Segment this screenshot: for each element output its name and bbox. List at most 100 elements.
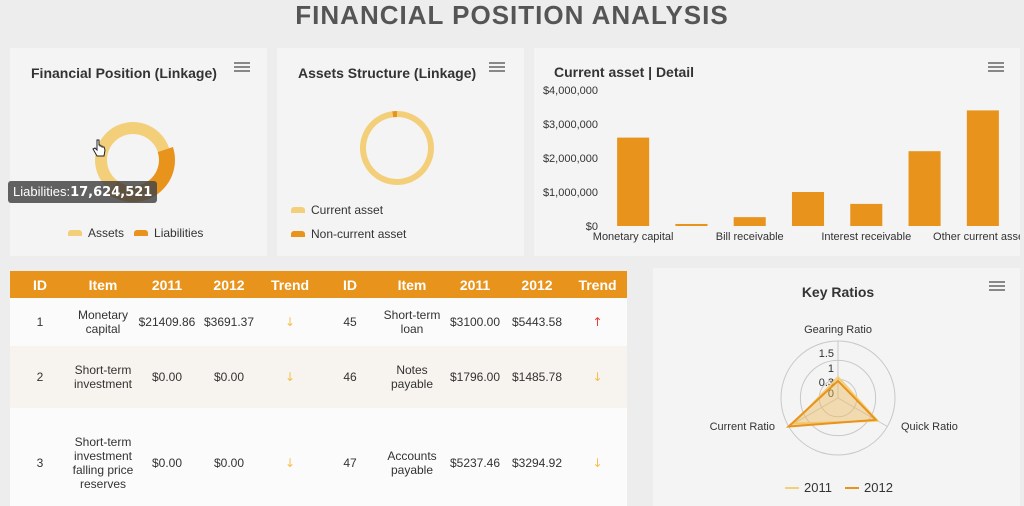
current-asset-detail-panel: Current asset | Detail $0 $1,000,000 $2,00… [534,48,1020,256]
cell-2012: $0.00 [198,408,260,506]
x-tick-label: Other current assets [933,231,1020,243]
financial-position-title: Financial Position (Linkage) [31,65,217,81]
current-asset-legend[interactable]: Current asset [291,203,383,217]
trend-up-icon: ↑ [568,298,627,346]
header-trend-2[interactable]: Trend [568,271,627,298]
trend-down-icon: ↓ [260,346,320,408]
financial-position-legend: Assets Liabilities [68,226,203,240]
cell-2012: $3294.92 [506,408,568,506]
table-row[interactable]: 2 Short-term investment $0.00 $0.00 ↓ 46… [10,346,627,408]
cell-id: 46 [320,346,380,408]
non-current-asset-legend-swatch[interactable] [291,231,305,237]
header-2012-2[interactable]: 2012 [506,271,568,298]
financial-position-menu-icon[interactable] [234,62,250,73]
tooltip-value: 17,624,521 [70,185,153,200]
bar[interactable] [791,192,825,226]
cell-item: Notes payable [380,346,444,408]
assets-legend-swatch[interactable] [68,230,82,236]
cell-item: Monetary capital [70,298,136,346]
cell-2011: $21409.86 [136,298,198,346]
x-tick-label: Bill receivable [716,231,784,243]
assets-structure-panel: Assets Structure (Linkage) Current asset… [277,48,524,256]
bar[interactable] [850,203,883,226]
bar[interactable] [733,217,766,226]
cell-item: Short-term loan [380,298,444,346]
trend-down-icon: ↓ [568,346,627,408]
y-tick-label: $2,000,000 [543,153,598,165]
non-current-asset-legend[interactable]: Non-current asset [291,227,406,241]
header-id-2[interactable]: ID [320,271,380,298]
radar-tick-label: 0 [828,388,834,400]
radar-tick-label: 1.5 [819,348,834,360]
radar-legend-label[interactable]: 2012 [864,480,893,495]
financial-position-panel: Financial Position (Linkage) Assets Liab… [10,48,267,256]
tooltip-label: Liabilities: [13,184,71,199]
liabilities-legend-label[interactable]: Liabilities [154,226,204,240]
financial-position-donut[interactable] [10,48,267,256]
liabilities-legend-swatch[interactable] [134,230,149,236]
non-current-asset-legend-label[interactable]: Non-current asset [311,227,407,241]
table-row[interactable]: 3 Short-term investment falling price re… [10,408,627,506]
cell-item: Accounts payable [380,408,444,506]
cell-item: Short-term investment [70,346,136,408]
assets-legend-label[interactable]: Assets [88,226,125,240]
header-item-2[interactable]: Item [380,271,444,298]
header-id[interactable]: ID [10,271,70,298]
cell-2011: $0.00 [136,408,198,506]
cell-2011: $1796.00 [444,346,506,408]
header-item[interactable]: Item [70,271,136,298]
current-asset-legend-label[interactable]: Current asset [311,203,384,217]
assets-structure-slice-current-asset[interactable] [360,111,434,185]
current-asset-legend-swatch[interactable] [291,207,305,213]
cell-item: Short-term investment falling price rese… [70,408,136,506]
table-row[interactable]: 1 Monetary capital $21409.86 $3691.37 ↓ … [10,298,627,346]
assets-structure-slice-non-current-asset[interactable] [392,111,397,118]
assets-structure-title: Assets Structure (Linkage) [298,65,477,81]
page-title: FINANCIAL POSITION ANALYSIS [295,0,729,30]
cell-2012: $5443.58 [506,298,568,346]
y-tick-label: $4,000,000 [543,85,598,97]
table-header-row: ID Item 2011 2012 Trend ID Item 2011 201… [10,271,627,298]
hand-cursor-icon [92,139,106,157]
current-asset-detail-menu-icon[interactable] [988,62,1004,73]
bar[interactable] [908,151,941,226]
current-asset-bar-chart: $0 $1,000,000 $2,000,000 $3,000,000 $4,000,0… [543,85,1020,243]
financial-position-slice-liabilities[interactable] [108,133,187,219]
x-tick-label: Interest receivable [821,231,911,243]
bar[interactable] [617,137,650,226]
cell-id: 2 [10,346,70,408]
header-2012[interactable]: 2012 [198,271,260,298]
radar-legend-label[interactable]: 2011 [804,480,832,495]
current-asset-detail-title: Current asset | Detail [554,64,695,80]
header-2011[interactable]: 2011 [136,271,198,298]
cell-id: 3 [10,408,70,506]
trend-down-icon: ↓ [260,408,320,506]
bar[interactable] [966,110,999,226]
cell-2012: $0.00 [198,346,260,408]
key-ratios-menu-icon[interactable] [989,281,1005,292]
y-tick-label: $1,000,000 [543,187,598,199]
radar-axis-label: Current Ratio [710,421,775,433]
x-tick-label: Monetary capital [593,231,674,243]
financial-position-slice-assets[interactable] [80,107,173,204]
assets-structure-donut[interactable] [277,48,524,256]
cell-id: 1 [10,298,70,346]
radar-axis-label: Gearing Ratio [804,324,872,336]
header-2011-2[interactable]: 2011 [444,271,506,298]
liabilities-tooltip: Liabilities:17,624,521 [8,181,158,203]
y-tick-label: $0 [586,221,598,233]
cell-2011: $0.00 [136,346,198,408]
bar[interactable] [675,223,708,226]
header-trend[interactable]: Trend [260,271,320,298]
cell-2012: $1485.78 [506,346,568,408]
radar-tick-label: 1 [828,363,834,375]
assets-structure-menu-icon[interactable] [489,62,505,73]
radar-series-2012[interactable] [785,379,879,428]
key-ratios-title: Key Ratios [801,284,875,300]
cell-2011: $3100.00 [444,298,506,346]
cell-id: 47 [320,408,380,506]
y-tick-label: $3,000,000 [543,119,598,131]
financial-items-table: ID Item 2011 2012 Trend ID Item 2011 201… [10,271,627,506]
